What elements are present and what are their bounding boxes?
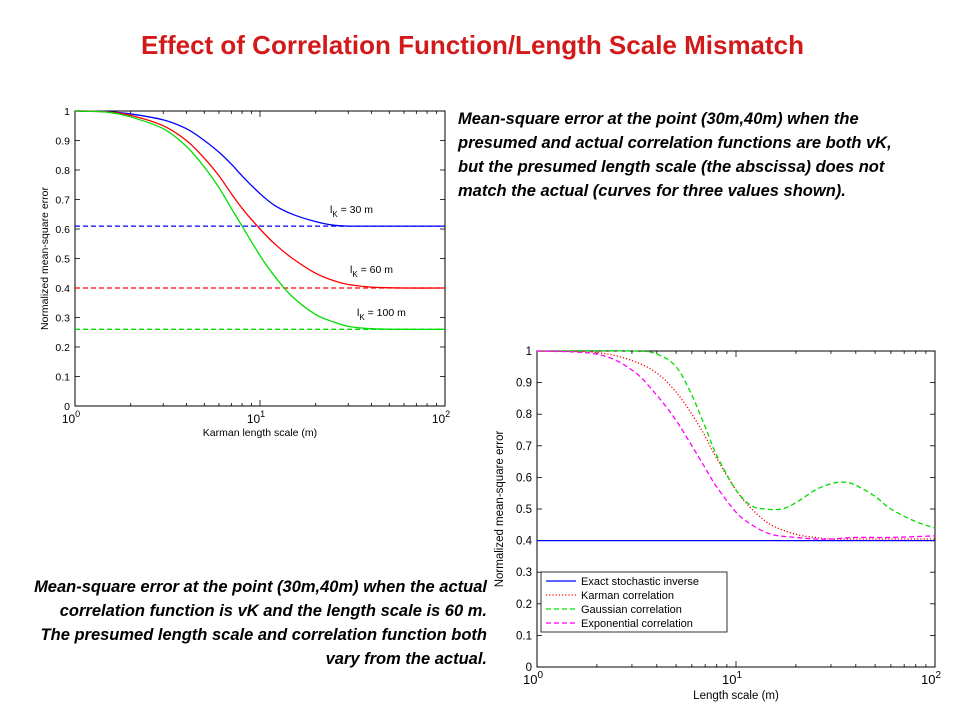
legend-entry: Exponential correlation [581, 618, 693, 630]
y-tick-label: 0.6 [55, 224, 70, 236]
series-line-2 [536, 350, 936, 529]
curve-label: lK = 100 m [357, 307, 406, 322]
y-tick-label: 0.5 [55, 254, 70, 266]
y-tick-label: 0.8 [516, 409, 532, 421]
series-line-3 [536, 350, 936, 540]
y-axis-label: Normalized mean-square error [39, 187, 51, 330]
page-title: Effect of Correlation Function/Length Sc… [140, 30, 805, 60]
legend-entry: Exact stochastic inverse [581, 576, 699, 588]
series-line-4 [74, 110, 446, 330]
y-tick-label: 0.1 [516, 630, 532, 642]
x-tick-label: 102 [921, 670, 941, 687]
caption-bottom: Mean-square error at the point (30m,40m)… [34, 578, 487, 668]
chart-correlation-function: 100 101 10200.10.20.30.40.50.60.70.80.91Le… [494, 346, 941, 702]
y-tick-label: 0.3 [55, 313, 70, 325]
chart-karman-length-scale: 100 101 10200.10.20.30.40.50.60.70.80.91Ka… [39, 106, 450, 439]
y-tick-label: 0.1 [55, 372, 70, 384]
legend-entry: Gaussian correlation [581, 604, 682, 616]
y-tick-label: 0.3 [516, 567, 532, 579]
x-tick-label: 101 [722, 670, 742, 687]
y-tick-label: 0 [526, 662, 532, 674]
y-tick-label: 0.7 [516, 441, 532, 453]
x-tick-label: 102 [432, 409, 450, 426]
y-tick-label: 1 [64, 106, 70, 118]
curve-label: lK = 30 m [330, 204, 373, 219]
y-tick-label: 0.2 [55, 342, 70, 354]
y-axis-label: Normalized mean-square error [494, 431, 506, 588]
y-tick-label: 0.9 [55, 136, 70, 148]
x-tick-label: 101 [247, 409, 265, 426]
legend-box [540, 571, 728, 633]
y-tick-label: 0.9 [516, 378, 532, 390]
y-tick-label: 1 [526, 346, 532, 358]
caption-top: Mean-square error at the point (30m,40m)… [458, 110, 892, 200]
x-axis-label: Length scale (m) [693, 690, 779, 702]
y-tick-label: 0.5 [516, 504, 532, 516]
series-line-2 [74, 110, 446, 289]
y-tick-label: 0.8 [55, 165, 70, 177]
y-tick-label: 0.4 [55, 283, 70, 295]
y-tick-label: 0.2 [516, 599, 532, 611]
y-tick-label: 0.4 [516, 536, 533, 548]
x-axis-label: Karman length scale (m) [203, 427, 317, 439]
y-tick-label: 0.6 [516, 472, 532, 484]
plot-frame [74, 110, 446, 407]
y-tick-label: 0 [64, 401, 70, 413]
legend-entry: Karman correlation [581, 590, 674, 602]
curve-label: lK = 60 m [350, 264, 393, 279]
y-tick-label: 0.7 [55, 195, 70, 207]
